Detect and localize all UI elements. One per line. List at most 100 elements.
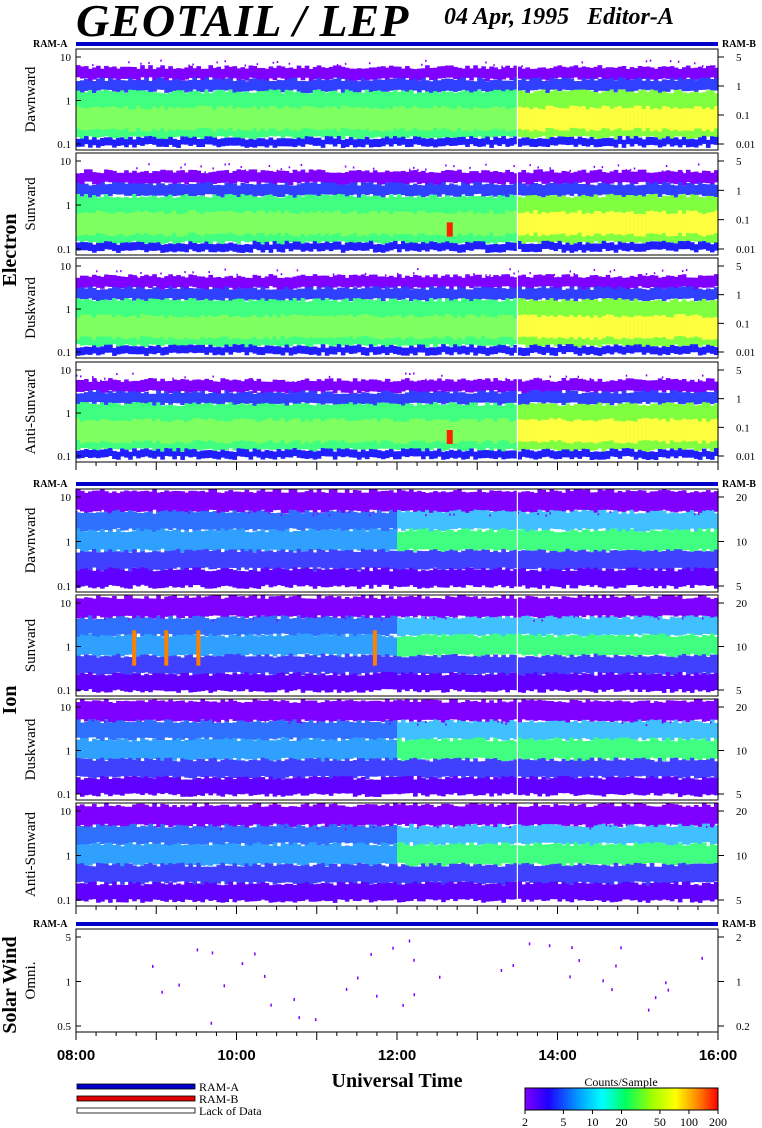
- spectrogram-cell: [709, 289, 715, 302]
- spectrogram-cell: [501, 213, 506, 237]
- spectrogram-cell: [148, 491, 153, 513]
- spectrogram-speckle: [397, 272, 399, 275]
- spectrogram-cell: [116, 634, 121, 655]
- spectrogram-cell: [673, 243, 679, 252]
- spectrogram-cell: [561, 419, 567, 442]
- spectrogram-cell: [148, 418, 153, 441]
- spectrogram-cell: [208, 181, 214, 195]
- spectrogram-cell: [80, 568, 85, 587]
- spectrogram-cell: [401, 347, 406, 356]
- spectrogram-cell: [677, 530, 683, 551]
- spectrogram-cell: [437, 617, 442, 636]
- spectrogram-cell: [336, 568, 342, 587]
- spectrogram-cell: [248, 277, 254, 290]
- spectrogram-cell: [168, 183, 173, 196]
- spectrogram-cell: [517, 138, 522, 147]
- spectrogram-cell: [112, 531, 117, 553]
- spectrogram-cell: [445, 107, 450, 130]
- spectrogram-cell: [445, 391, 450, 404]
- spectrogram-cell: [681, 185, 687, 198]
- spectrogram-cell: [152, 619, 157, 638]
- spectrogram-speckle: [549, 375, 551, 378]
- spectrogram-cell: [156, 67, 161, 80]
- spectrogram-cell: [525, 107, 531, 130]
- spectrogram-speckle: [220, 282, 222, 285]
- spectrogram-cell: [252, 420, 258, 443]
- spectrogram-cell: [84, 183, 89, 196]
- spectrogram-cell: [569, 172, 575, 185]
- spectrogram-cell: [208, 392, 214, 405]
- spectrogram-cell: [465, 108, 470, 131]
- spectrogram-cell: [629, 171, 635, 184]
- spectrogram-cell: [292, 289, 298, 302]
- spectrogram-speckle: [300, 503, 303, 506]
- spectrogram-cell: [244, 489, 250, 511]
- spectrogram-cell: [304, 105, 310, 129]
- spectrogram-cell: [344, 636, 350, 657]
- spectrogram-cell: [144, 210, 149, 234]
- spectrogram-cell: [312, 418, 318, 441]
- spectrogram-cell: [577, 81, 583, 94]
- spectrogram-cell: [240, 138, 246, 147]
- spectrogram-cell: [128, 552, 133, 572]
- spectrogram-cell: [104, 531, 109, 553]
- spectrogram-cell: [156, 381, 161, 394]
- spectrogram-cell: [224, 65, 230, 78]
- spectrogram-cell: [80, 617, 85, 637]
- spectrogram-speckle: [356, 612, 359, 615]
- spectrogram-cell: [505, 65, 510, 78]
- spectrogram-cell: [653, 137, 659, 146]
- spectrogram-speckle: [288, 614, 291, 617]
- spectrogram-cell: [80, 287, 85, 300]
- spectrogram-cell: [164, 490, 169, 511]
- spectrogram-cell: [401, 448, 406, 457]
- spectrogram-cell: [172, 344, 177, 353]
- spectrogram-cell: [288, 172, 294, 186]
- spectrogram-cell: [569, 344, 575, 353]
- spectrogram-speckle: [80, 71, 82, 74]
- spectrogram-speckle: [216, 172, 218, 175]
- spectrogram-cell: [597, 378, 603, 391]
- spectrogram-cell: [489, 244, 494, 253]
- spectrogram-cell: [180, 183, 185, 197]
- spectrogram-cell: [388, 288, 394, 301]
- spectrogram-cell: [188, 549, 193, 569]
- spectrogram-cell: [280, 656, 286, 675]
- spectrogram-cell: [489, 418, 494, 441]
- spectrogram-cell: [561, 511, 567, 530]
- spectrogram-cell: [84, 288, 89, 301]
- spectrogram-speckle: [152, 276, 154, 279]
- spectrogram-cell: [645, 344, 651, 353]
- spectrogram-cell: [457, 286, 462, 299]
- spectrogram-cell: [132, 511, 137, 531]
- spectrogram-cell: [565, 171, 571, 184]
- spectrogram-cell: [316, 108, 322, 131]
- spectrogram-cell: [188, 380, 193, 393]
- spectrogram-cell: [477, 450, 482, 459]
- spectrogram-speckle: [212, 619, 214, 622]
- spectrogram-cell: [316, 393, 322, 406]
- spectrogram-cell: [445, 379, 450, 392]
- spectrogram-speckle: [132, 72, 134, 75]
- spectrogram-cell: [128, 242, 133, 251]
- spectrogram-cell: [280, 636, 286, 657]
- spectrogram-cell: [657, 171, 663, 185]
- spectrogram-cell: [405, 65, 410, 79]
- spectrogram-cell: [320, 421, 326, 444]
- spectrogram-cell: [449, 617, 454, 636]
- spectrogram-cell: [489, 276, 494, 289]
- spectrogram-cell: [429, 635, 434, 656]
- spectrogram-cell: [136, 615, 141, 634]
- spectrogram-cell: [593, 108, 599, 131]
- spectrogram-speckle: [645, 273, 648, 276]
- spectrogram-cell: [300, 421, 306, 444]
- spectrogram-speckle: [176, 611, 178, 614]
- spectrogram-cell: [673, 314, 679, 337]
- spectrogram-cell: [376, 243, 382, 253]
- spectrogram-cell: [617, 420, 623, 443]
- spectrogram-cell: [224, 673, 230, 692]
- spectrogram-cell: [537, 317, 543, 340]
- spectrogram-cell: [124, 276, 129, 289]
- spectrogram-cell: [300, 618, 306, 638]
- spectrogram-cell: [212, 450, 218, 459]
